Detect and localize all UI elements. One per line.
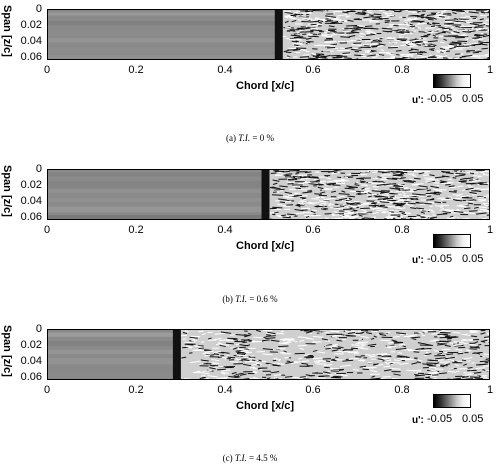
figure-panel-c: Span [z/c] 0 0.02 0.04 0.06 0 0.2 0.4 0.… xyxy=(0,320,500,467)
figure-panel-a: Span [z/c] 0 0.02 0.04 0.06 0 0.2 0.4 0.… xyxy=(0,0,500,155)
caption-variable: T.I. xyxy=(234,453,247,463)
contour-plot xyxy=(47,9,490,60)
x-tick-3: 0.6 xyxy=(305,384,321,396)
colorbar-min: -0.05 xyxy=(427,93,453,105)
contour-plot xyxy=(47,329,490,380)
y-tick-2: 0.04 xyxy=(20,195,42,207)
x-tick-0: 0 xyxy=(43,224,51,236)
caption-value: = 0.6 % xyxy=(249,294,278,304)
colorbar xyxy=(433,394,471,408)
caption-value: = 0 % xyxy=(252,133,274,143)
y-tick-1: 0.02 xyxy=(20,339,42,351)
x-tick-0: 0 xyxy=(43,64,51,76)
x-tick-5: 1 xyxy=(486,384,494,396)
x-tick-1: 0.2 xyxy=(128,64,144,76)
x-tick-1: 0.2 xyxy=(128,224,144,236)
contour-field xyxy=(48,10,489,59)
y-tick-1: 0.02 xyxy=(20,19,42,31)
y-tick-2: 0.04 xyxy=(20,35,42,47)
y-tick-3: 0.06 xyxy=(20,371,42,383)
caption-variable: T.I. xyxy=(238,133,251,143)
x-tick-5: 1 xyxy=(486,224,494,236)
colorbar-label: u': xyxy=(412,95,424,106)
y-tick-0: 0 xyxy=(35,3,42,15)
y-tick-0: 0 xyxy=(35,323,42,335)
x-tick-2: 0.4 xyxy=(217,384,233,396)
x-axis-label: Chord [x/c] xyxy=(236,240,295,252)
colorbar-label: u': xyxy=(412,415,424,426)
x-tick-5: 1 xyxy=(486,64,494,76)
x-tick-4: 0.8 xyxy=(394,224,410,236)
caption-prefix: (a) xyxy=(226,133,237,143)
caption-prefix: (c) xyxy=(222,453,233,463)
caption-variable: T.I. xyxy=(235,294,247,304)
colorbar-max: 0.05 xyxy=(462,93,484,105)
x-tick-2: 0.4 xyxy=(217,224,233,236)
panel-caption: (c) T.I. = 4.5 % xyxy=(0,453,500,463)
x-tick-0: 0 xyxy=(43,384,51,396)
contour-field xyxy=(48,170,489,219)
x-axis-label: Chord [x/c] xyxy=(236,400,295,412)
y-tick-2: 0.04 xyxy=(20,355,42,367)
contour-field xyxy=(48,330,489,379)
caption-prefix: (b) xyxy=(222,294,233,304)
x-tick-4: 0.8 xyxy=(394,64,410,76)
colorbar-max: 0.05 xyxy=(462,413,484,425)
x-tick-3: 0.6 xyxy=(305,64,321,76)
colorbar-max: 0.05 xyxy=(462,253,484,265)
x-tick-1: 0.2 xyxy=(128,384,144,396)
y-tick-3: 0.06 xyxy=(20,211,42,223)
caption-value: = 4.5 % xyxy=(249,453,278,463)
panel-caption: (b) T.I. = 0.6 % xyxy=(0,294,500,304)
x-tick-3: 0.6 xyxy=(305,224,321,236)
x-tick-4: 0.8 xyxy=(394,384,410,396)
x-tick-2: 0.4 xyxy=(217,64,233,76)
x-axis-label: Chord [x/c] xyxy=(236,80,295,92)
contour-plot xyxy=(47,169,490,220)
figure-panel-b: Span [z/c] 0 0.02 0.04 0.06 0 0.2 0.4 0.… xyxy=(0,160,500,315)
colorbar-min: -0.05 xyxy=(427,413,453,425)
y-tick-0: 0 xyxy=(35,163,42,175)
colorbar-min: -0.05 xyxy=(427,253,453,265)
y-tick-3: 0.06 xyxy=(20,51,42,63)
colorbar xyxy=(433,74,471,88)
y-tick-1: 0.02 xyxy=(20,179,42,191)
colorbar xyxy=(433,234,471,248)
panel-caption: (a) T.I. = 0 % xyxy=(0,133,500,143)
colorbar-label: u': xyxy=(412,255,424,266)
